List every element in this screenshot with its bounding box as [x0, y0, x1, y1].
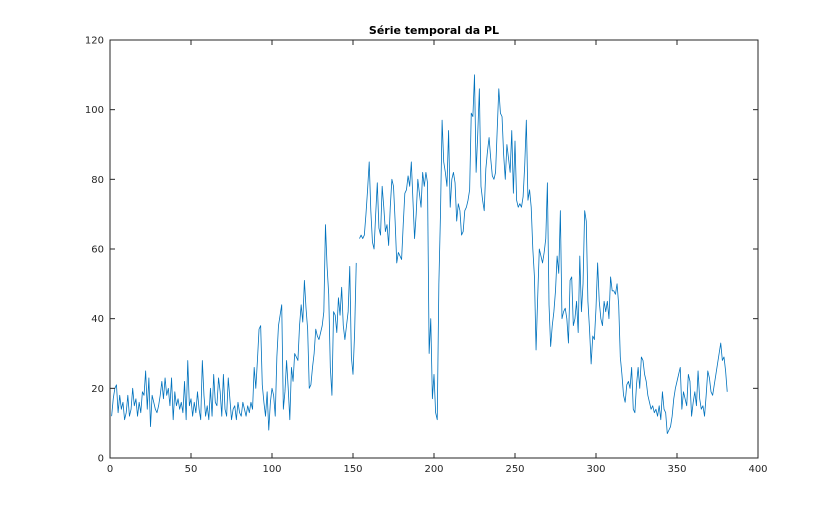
x-tick-label: 300 — [586, 464, 605, 475]
x-tick-label: 400 — [748, 464, 767, 475]
x-tick-label: 350 — [667, 464, 686, 475]
y-tick-label: 60 — [91, 245, 104, 256]
x-tick-label: 150 — [343, 464, 362, 475]
y-tick-label: 100 — [85, 105, 104, 116]
y-axis: 0 20 40 60 80 100 120 — [85, 36, 758, 465]
y-tick-label: 20 — [91, 384, 104, 395]
y-tick-label: 80 — [91, 175, 104, 186]
x-tick-label: 200 — [424, 464, 443, 475]
axes-box — [109, 39, 759, 459]
x-tick-label: 0 — [107, 464, 113, 475]
x-axis: 0 50 100 150 200 250 300 350 400 — [107, 40, 768, 475]
y-tick-label: 0 — [98, 454, 104, 465]
x-tick-label: 50 — [185, 464, 198, 475]
x-tick-label: 100 — [262, 464, 281, 475]
y-tick-label: 120 — [85, 36, 104, 47]
x-tick-label: 250 — [505, 464, 524, 475]
y-tick-label: 40 — [91, 314, 104, 325]
series-line — [111, 224, 357, 431]
series-line-group — [111, 74, 728, 435]
chart-title: Série temporal da PL — [369, 24, 499, 37]
series-line — [359, 74, 728, 435]
